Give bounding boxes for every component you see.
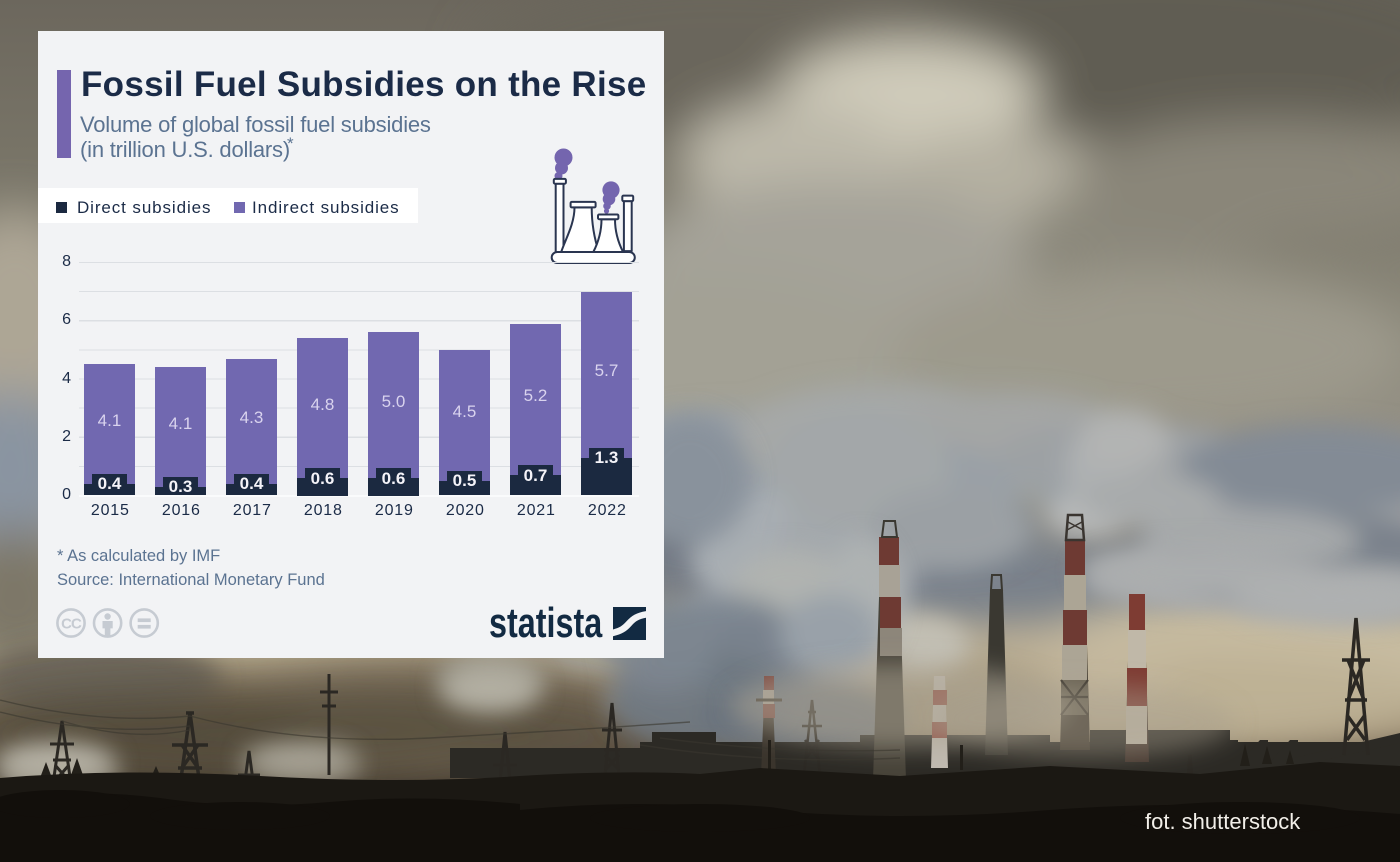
svg-text:CC: CC (61, 616, 82, 633)
